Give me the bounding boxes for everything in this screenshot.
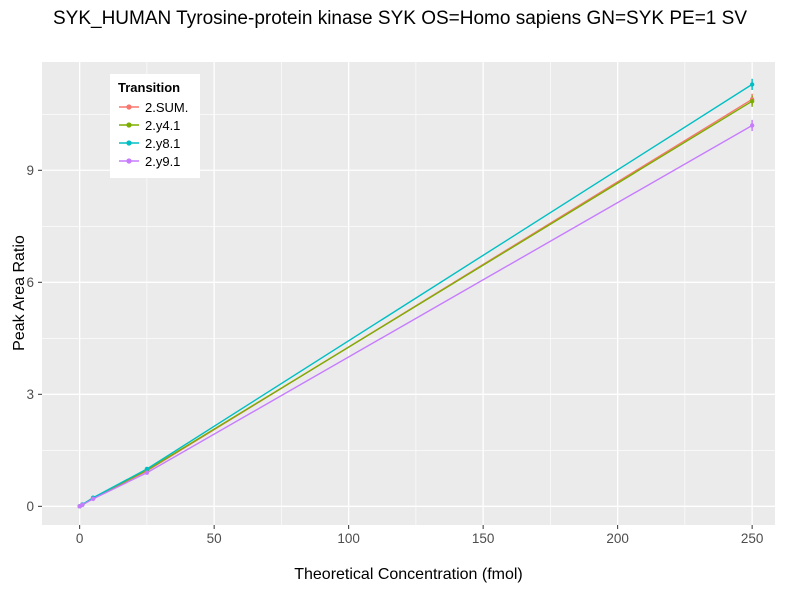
x-tick-label: 100 — [337, 531, 360, 546]
legend: Transition 2.SUM. 2.y4.1 2.y8.1 2.y9.1 — [110, 74, 201, 178]
data-point — [80, 502, 85, 508]
data-point — [749, 82, 755, 87]
data-point — [749, 99, 755, 104]
legend-label: 2.y8.1 — [145, 135, 181, 151]
legend-key-icon — [119, 158, 139, 164]
y-tick-label: 3 — [26, 387, 34, 402]
legend-entry: 2.y8.1 — [118, 134, 188, 152]
x-tick-label: 200 — [606, 531, 629, 546]
data-point — [90, 496, 96, 502]
x-tick-label: 0 — [76, 531, 84, 546]
x-tick-label: 50 — [207, 531, 222, 546]
data-point — [144, 470, 150, 475]
legend-label: 2.y9.1 — [145, 153, 181, 169]
legend-label: 2.SUM. — [145, 99, 189, 115]
legend-items: 2.SUM. 2.y4.1 2.y8.1 2.y9.1 — [118, 98, 188, 170]
legend-entry: 2.y9.1 — [118, 152, 188, 170]
legend-key-icon — [119, 140, 139, 146]
data-point — [144, 466, 150, 472]
y-axis-label: Peak Area Ratio — [11, 235, 28, 351]
chart-title: SYK_HUMAN Tyrosine-protein kinase SYK OS… — [53, 8, 747, 29]
x-tick-label: 150 — [472, 531, 495, 546]
legend-entry: 2.SUM. — [118, 98, 188, 116]
legend-key-icon — [119, 122, 139, 128]
legend-entry: 2.y4.1 — [118, 116, 188, 134]
legend-label: 2.y4.1 — [145, 117, 181, 133]
x-axis-label: Theoretical Concentration (fmol) — [294, 566, 523, 583]
y-tick-label: 0 — [26, 499, 34, 514]
x-tick-label: 250 — [741, 531, 764, 546]
legend-title: Transition — [118, 80, 181, 95]
data-point — [749, 123, 755, 128]
y-tick-label: 6 — [26, 275, 34, 290]
legend-key-icon — [119, 104, 139, 110]
y-tick-label: 9 — [26, 163, 34, 178]
